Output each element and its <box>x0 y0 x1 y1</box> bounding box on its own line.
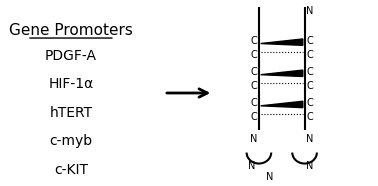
Text: C: C <box>250 81 257 91</box>
Text: C: C <box>250 49 257 60</box>
Text: '': '' <box>285 102 289 108</box>
Text: C: C <box>306 36 313 46</box>
Text: '': '' <box>285 71 289 77</box>
Text: C: C <box>250 67 257 77</box>
Text: C: C <box>306 81 313 91</box>
Text: C: C <box>250 112 257 122</box>
Text: C: C <box>306 98 313 108</box>
Text: N: N <box>248 161 256 171</box>
Text: '': '' <box>285 40 289 46</box>
Text: N: N <box>306 6 314 16</box>
Text: Gene Promoters: Gene Promoters <box>9 23 133 38</box>
Polygon shape <box>261 101 303 108</box>
Polygon shape <box>261 70 303 76</box>
Text: C: C <box>250 98 257 108</box>
Text: C: C <box>250 36 257 46</box>
Text: C: C <box>306 112 313 122</box>
Text: PDGF-A: PDGF-A <box>45 49 97 63</box>
Text: N: N <box>306 161 313 171</box>
Text: N: N <box>250 134 257 144</box>
Text: c-myb: c-myb <box>50 134 93 148</box>
Text: N: N <box>266 172 273 182</box>
Polygon shape <box>261 39 303 45</box>
Text: C: C <box>306 49 313 60</box>
Text: c-KIT: c-KIT <box>54 163 88 177</box>
Text: HIF-1α: HIF-1α <box>48 77 93 92</box>
Text: N: N <box>306 134 314 144</box>
Text: hTERT: hTERT <box>50 106 93 120</box>
Text: C: C <box>306 67 313 77</box>
